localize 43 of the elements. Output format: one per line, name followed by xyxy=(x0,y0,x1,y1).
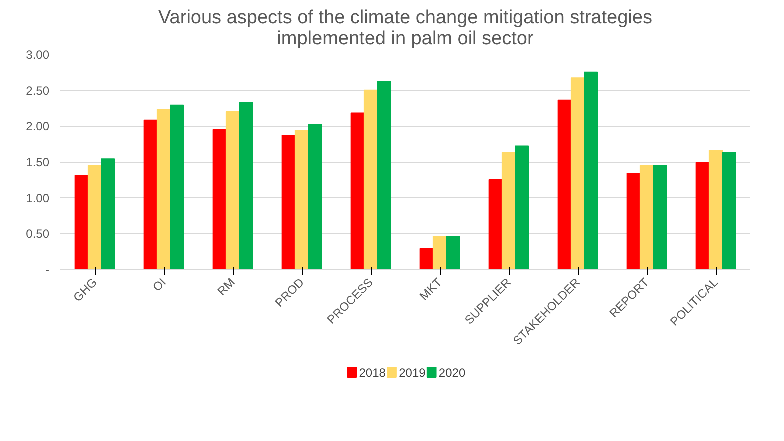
bar xyxy=(653,165,668,270)
bar xyxy=(350,112,365,270)
bar xyxy=(226,111,240,270)
bar xyxy=(558,100,572,270)
bar xyxy=(696,162,710,270)
bar xyxy=(570,78,586,270)
bar xyxy=(446,236,460,270)
bar xyxy=(722,152,736,270)
y-tick-label: 0.50 xyxy=(26,227,50,242)
y-tick-label: 1.50 xyxy=(26,156,50,170)
bar xyxy=(308,124,322,270)
bar xyxy=(294,130,310,270)
bar xyxy=(432,236,448,270)
bar xyxy=(239,102,254,270)
bar xyxy=(156,109,172,270)
x-tick-label: RM xyxy=(214,276,238,299)
y-tick-label: 1.00 xyxy=(26,191,50,206)
legend-label: 2018 xyxy=(359,366,386,380)
bar xyxy=(364,90,378,270)
bar xyxy=(488,179,503,270)
bar xyxy=(282,134,296,270)
bar xyxy=(212,129,227,270)
y-tick-label: - xyxy=(46,263,50,277)
bar xyxy=(420,248,434,270)
y-tick-label: 3.00 xyxy=(26,48,50,62)
bar xyxy=(101,158,116,270)
bar xyxy=(170,104,184,270)
bar xyxy=(584,72,598,270)
bar xyxy=(708,150,724,270)
y-tick-label: 2.00 xyxy=(26,120,50,134)
bar xyxy=(640,165,654,270)
x-tick-label: OI xyxy=(150,276,169,294)
bar xyxy=(626,172,641,270)
bar xyxy=(377,81,392,270)
y-tick-label: 2.50 xyxy=(26,84,50,98)
legend-label: 2020 xyxy=(438,366,466,380)
bar xyxy=(74,175,89,270)
bar xyxy=(502,152,516,270)
bar xyxy=(144,120,158,270)
chart-title: Various aspects of the climate change mitigation strategies implemented in palm oil sector xyxy=(158,8,652,50)
bar xyxy=(88,165,102,270)
legend-label: 2019 xyxy=(399,366,426,380)
bar xyxy=(515,146,530,270)
